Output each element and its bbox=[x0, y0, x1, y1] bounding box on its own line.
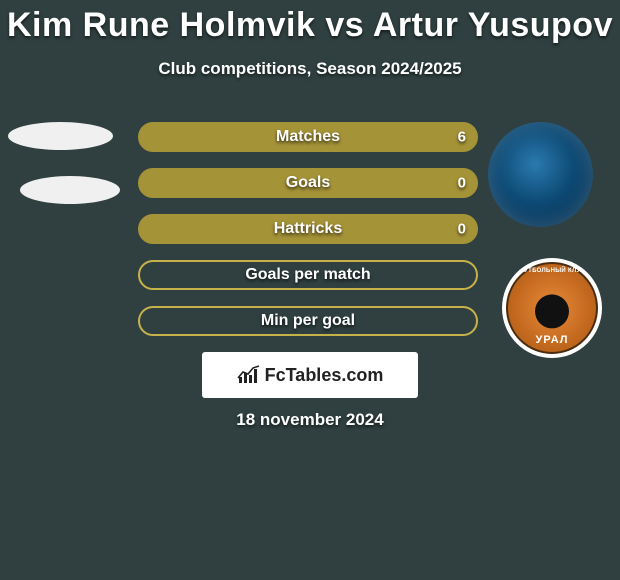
stat-bar-goals-per-match: Goals per match bbox=[138, 260, 478, 290]
stat-label: Min per goal bbox=[261, 312, 355, 330]
branding-box: FcTables.com bbox=[202, 352, 418, 398]
page-title: Kim Rune Holmvik vs Artur Yusupov bbox=[0, 0, 620, 45]
stat-bar-matches: Matches 6 bbox=[138, 122, 478, 152]
branding-text: FcTables.com bbox=[265, 365, 384, 386]
stat-bar-goals: Goals 0 bbox=[138, 168, 478, 198]
player2-club-badge: ФУТБОЛЬНЫЙ КЛУБ bbox=[502, 258, 602, 358]
snapshot-date: 18 november 2024 bbox=[0, 410, 620, 430]
stat-value: 0 bbox=[458, 221, 466, 238]
stat-bar-min-per-goal: Min per goal bbox=[138, 306, 478, 336]
player2-avatar bbox=[488, 122, 593, 227]
player1-club-placeholder bbox=[20, 176, 120, 204]
stat-label: Hattricks bbox=[274, 220, 342, 238]
subtitle: Club competitions, Season 2024/2025 bbox=[0, 59, 620, 79]
stat-value: 0 bbox=[458, 175, 466, 192]
stat-label: Matches bbox=[276, 128, 340, 146]
stat-label: Goals per match bbox=[245, 266, 370, 284]
chart-icon bbox=[237, 365, 261, 385]
ural-badge-top-text: ФУТБОЛЬНЫЙ КЛУБ bbox=[508, 268, 596, 274]
ural-badge: ФУТБОЛЬНЫЙ КЛУБ bbox=[506, 262, 598, 354]
stats-bars: Matches 6 Goals 0 Hattricks 0 Goals per … bbox=[138, 122, 478, 352]
stat-value: 6 bbox=[458, 129, 466, 146]
stat-label: Goals bbox=[286, 174, 330, 192]
player1-avatar-placeholder bbox=[8, 122, 113, 150]
stat-bar-hattricks: Hattricks 0 bbox=[138, 214, 478, 244]
